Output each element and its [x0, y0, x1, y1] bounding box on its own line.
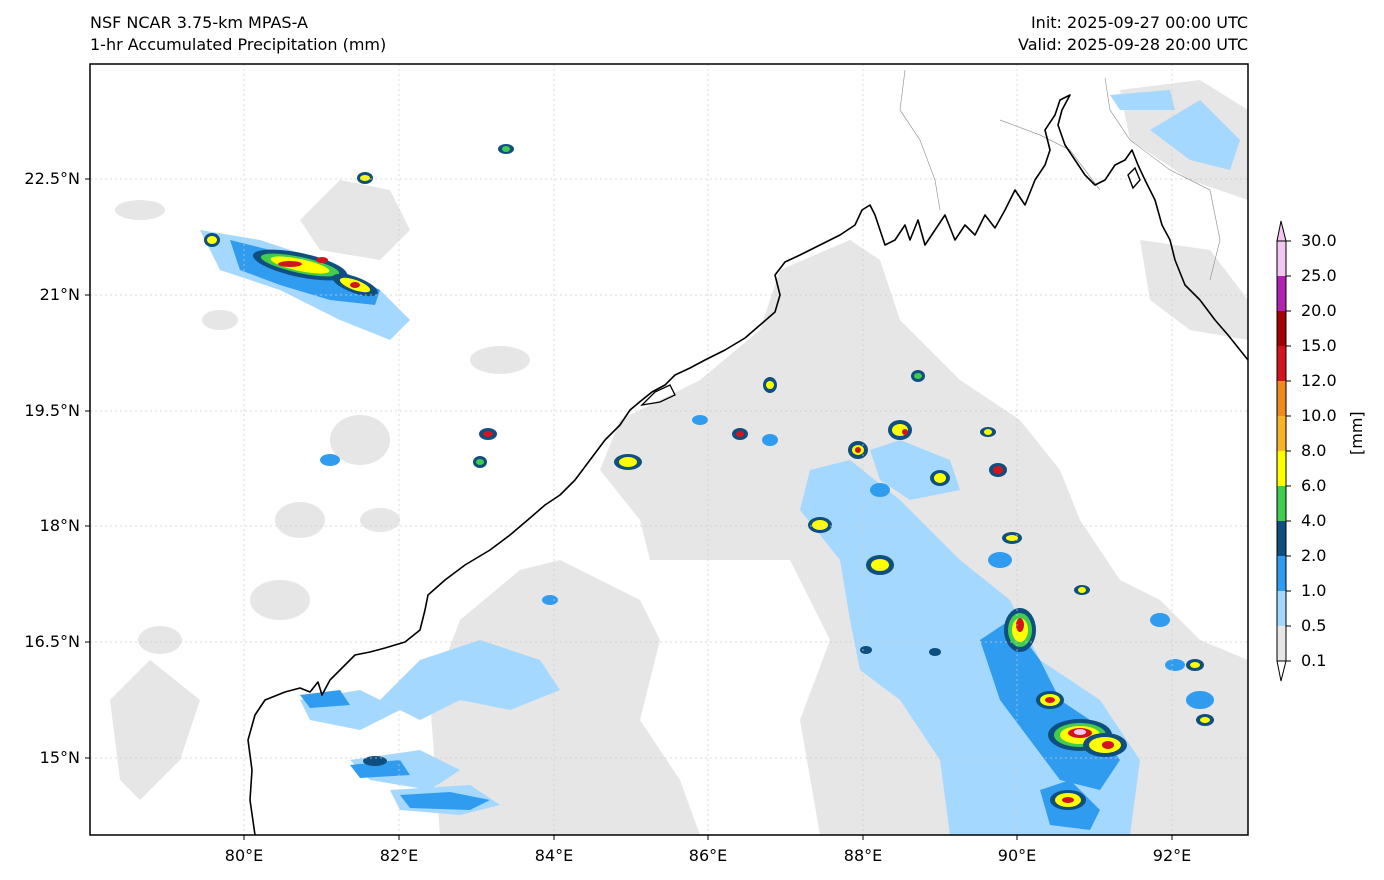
convective-cell: [357, 172, 373, 184]
map-title-left: NSF NCAR 3.75-km MPAS-A 1-hr Accumulated…: [90, 12, 386, 56]
colorbar-swatch: [1277, 591, 1286, 626]
colorbar-tick-label: 0.1: [1301, 651, 1327, 670]
colorbar-swatch: [1277, 451, 1286, 486]
colorbar-swatch: [1277, 241, 1286, 276]
lat-label: 16.5°N: [24, 632, 80, 651]
convective-cell: [204, 233, 220, 247]
lon-label: 84°E: [534, 846, 574, 865]
convective-cell: [473, 456, 487, 468]
lat-label: 18°N: [39, 516, 80, 535]
field-name: 1-hr Accumulated Precipitation (mm): [90, 35, 387, 54]
map-area: [90, 64, 1248, 835]
convective-cell: [479, 428, 497, 440]
convective-cell: [252, 249, 348, 281]
convective-cell: [860, 646, 872, 654]
convective-cell: [1004, 608, 1036, 652]
map-frame: [89, 63, 1249, 836]
lat-label: 15°N: [39, 748, 80, 767]
lagoon-outline: [640, 384, 676, 406]
convective-cell: [1036, 691, 1064, 709]
convective-cell: [763, 377, 777, 393]
convective-cell: [614, 454, 642, 470]
country-borders: [899, 69, 1221, 281]
convective-cell: [888, 420, 912, 440]
colorbar-swatch: [1277, 276, 1286, 311]
lon-label: 86°E: [688, 846, 728, 865]
lat-label: 19.5°N: [24, 401, 80, 420]
convective-cell: [1083, 733, 1127, 757]
colorbar-tick-label: 1.0: [1301, 581, 1327, 600]
graticule: [90, 64, 1248, 835]
colorbar-tick-label: 20.0: [1301, 301, 1337, 320]
convective-cell: [1050, 790, 1086, 810]
lat-label: 22.5°N: [24, 169, 80, 188]
colorbar-swatch: [1277, 416, 1286, 451]
colorbar-tick-label: 10.0: [1301, 406, 1337, 425]
convective-cell: [332, 273, 378, 297]
convective-cells: [204, 144, 1214, 810]
colorbar-tick-label: 2.0: [1301, 546, 1327, 565]
convective-cell: [866, 555, 894, 575]
map-title-right: Init: 2025-09-27 00:00 UTC Valid: 2025-0…: [1018, 12, 1248, 56]
colorbar-tick-label: 0.5: [1301, 616, 1327, 635]
convective-cell: [1196, 714, 1214, 726]
convective-cell: [848, 441, 868, 459]
valid-time: Valid: 2025-09-28 20:00 UTC: [1017, 35, 1248, 54]
colorbar-tick-label: 25.0: [1301, 266, 1337, 285]
colorbar-tick-label: 6.0: [1301, 476, 1327, 495]
colorbar-swatch: [1277, 381, 1286, 416]
convective-cell: [980, 427, 996, 437]
colorbar-extend-bottom: [1276, 660, 1287, 682]
convective-cell: [911, 370, 925, 382]
colorbar-swatch: [1277, 626, 1286, 661]
convective-cell: [498, 144, 514, 154]
convective-cell: [1074, 585, 1090, 595]
model-name: NSF NCAR 3.75-km MPAS-A: [90, 13, 308, 32]
convective-cell: [929, 648, 941, 656]
lon-label: 92°E: [1152, 846, 1192, 865]
coastline: [247, 94, 1248, 835]
colorbar-swatch: [1277, 311, 1286, 346]
colorbar: [1276, 220, 1291, 682]
lon-label: 80°E: [224, 846, 264, 865]
convective-cell: [1002, 532, 1022, 544]
colorbar-tick-label: 15.0: [1301, 336, 1337, 355]
lon-label: 82°E: [379, 846, 419, 865]
colorbar-tick-label: 4.0: [1301, 511, 1327, 530]
colorbar-swatch: [1277, 486, 1286, 521]
colorbar-tick-label: 30.0: [1301, 231, 1337, 250]
colorbar-tick-label: 12.0: [1301, 371, 1337, 390]
colorbar-swatch: [1277, 346, 1286, 381]
colorbar-unit-label: [mm]: [1347, 411, 1366, 455]
init-time: Init: 2025-09-27 00:00 UTC: [1030, 13, 1248, 32]
lon-label: 90°E: [997, 846, 1037, 865]
colorbar-tick-label: 8.0: [1301, 441, 1327, 460]
lat-label: 21°N: [39, 285, 80, 304]
convective-cell: [732, 428, 748, 440]
convective-cell: [1186, 659, 1204, 671]
colorbar-extend-top: [1276, 220, 1287, 242]
island-outline: [1127, 166, 1141, 190]
convective-cell: [363, 756, 387, 766]
convective-cell: [808, 517, 832, 533]
colorbar-swatch: [1277, 521, 1286, 556]
lon-label: 88°E: [843, 846, 883, 865]
colorbar-swatch: [1277, 556, 1286, 591]
convective-cell: [989, 463, 1007, 477]
axis-ticks: [85, 178, 1173, 840]
convective-cell: [930, 470, 950, 486]
